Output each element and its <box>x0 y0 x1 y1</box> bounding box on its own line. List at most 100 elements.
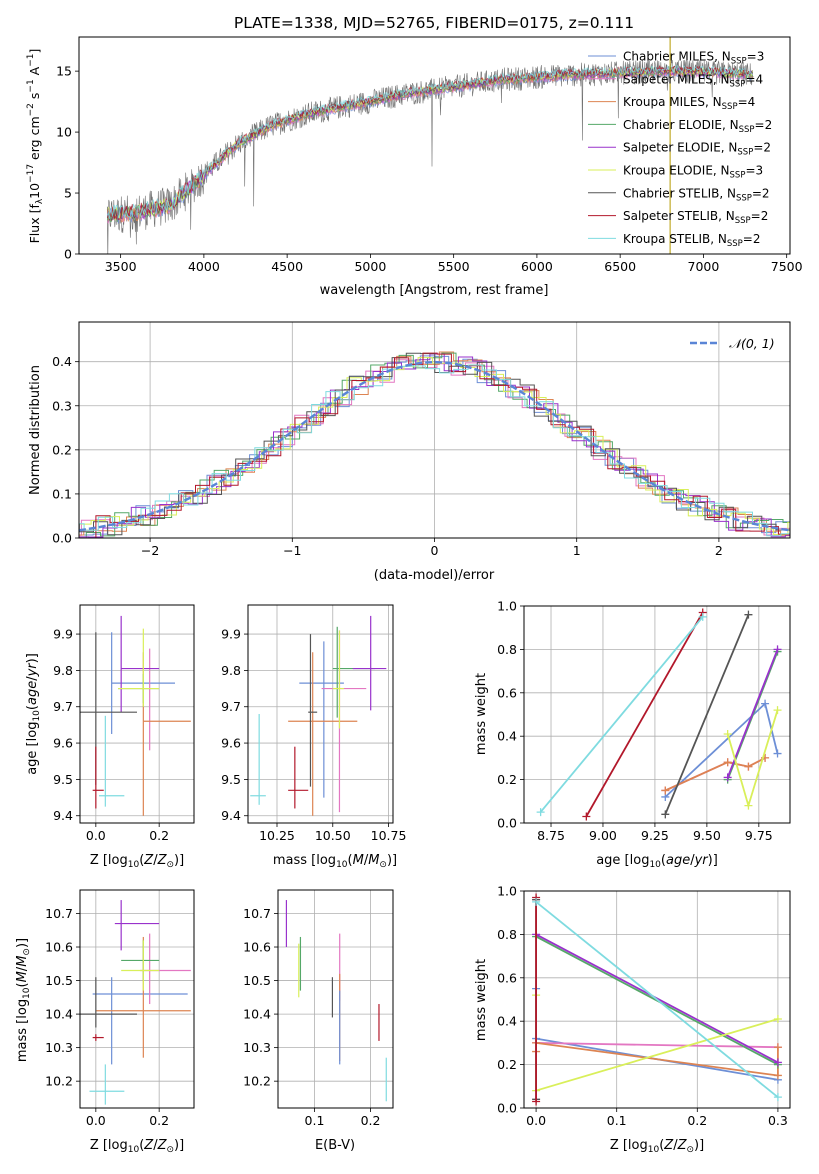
weight-z-xlabel: Z [log10(Z/Z⊙)] <box>610 1138 704 1155</box>
errorbar-group <box>80 615 191 816</box>
mass-weight-line <box>664 614 750 815</box>
y-tick-label: 0 <box>64 247 72 262</box>
x-tick-label: 9.50 <box>693 828 721 843</box>
residual-xlabel: (data-model)/error <box>374 568 495 583</box>
weight-z-frame <box>523 890 791 1109</box>
residual-plot-area <box>79 351 790 538</box>
residual-histograms <box>79 351 790 538</box>
y-tick-label: 10.3 <box>45 1040 73 1055</box>
y-tick-label: 10.3 <box>243 1040 271 1055</box>
y-tick-label: 10.6 <box>45 940 73 955</box>
mass-weight-line <box>585 612 704 817</box>
weight-age-x-ticks: 8.75 9.00 9.25 9.50 9.75 <box>537 823 773 843</box>
y-tick-label: 1.0 <box>497 884 517 899</box>
x-tick-label: 8.75 <box>537 828 565 843</box>
y-tick-label: 0.4 <box>52 354 72 369</box>
x-tick-label: 9.75 <box>745 828 773 843</box>
y-tick-label: 10.4 <box>45 1007 73 1022</box>
mass-weight-line <box>726 649 779 778</box>
legend-label: Chabrier ELODIE, NSSP=2 <box>623 118 772 135</box>
x-tick-label: 4000 <box>188 259 220 274</box>
y-tick-label: 9.9 <box>53 627 73 642</box>
legend-label: Chabrier STELIB, NSSP=2 <box>623 186 770 203</box>
x-tick-label: 5000 <box>354 259 386 274</box>
mass-weight-marker <box>773 706 782 715</box>
mass-weight-marker <box>723 773 732 782</box>
mass-weight-marker <box>744 801 753 810</box>
y-tick-label: 5 <box>64 186 72 201</box>
y-tick-label: 0.0 <box>497 1101 517 1116</box>
x-tick-label: 0.0 <box>526 1113 546 1128</box>
x-tick-label: 2 <box>715 543 723 558</box>
x-tick-label: 0.2 <box>687 1113 707 1128</box>
legend-label: Chabrier MILES, NSSP=3 <box>623 50 764 67</box>
mass-weight-marker <box>761 699 770 708</box>
legend-label: Kroupa STELIB, NSSP=2 <box>623 232 761 249</box>
weight-age-grid <box>524 605 790 824</box>
mass-ebv-grid <box>278 890 393 1108</box>
age-mass-frame <box>247 604 394 824</box>
mass-weight-marker <box>773 1043 782 1052</box>
x-tick-label: 10.75 <box>371 828 407 843</box>
mass-weight-marker <box>773 749 782 758</box>
mass-ebv-frame <box>277 889 394 1109</box>
spectrum-title: PLATE=1338, MJD=52765, FIBERID=0175, z=0… <box>234 14 634 32</box>
weight-age-plot-area <box>536 608 782 821</box>
x-tick-label: 9.25 <box>641 828 669 843</box>
weight-vs-metallicity-panel: 0.0 0.1 0.2 0.3 0.0 0.2 0.4 0.6 0.8 1.0 Z [log10… <box>474 884 791 1155</box>
mass-z-ylabel: mass [log10(M/M⊙)] <box>15 938 32 1062</box>
model-spectrum-line <box>106 64 754 219</box>
mass-weight-line <box>535 901 779 1098</box>
y-tick-label: 9.8 <box>221 663 241 678</box>
age-mass-y-ticks: 9.4 9.5 9.6 9.7 9.8 9.9 <box>221 627 248 823</box>
mass-ebv-xlabel: E(B-V) <box>315 1138 355 1153</box>
x-tick-label: 7500 <box>771 259 803 274</box>
y-tick-label: 0.6 <box>497 970 517 985</box>
mass-weight-marker <box>698 612 707 621</box>
mass-ebv-plot-area <box>285 900 387 1102</box>
x-tick-label: 0.2 <box>361 1113 381 1128</box>
spectrum-frame <box>78 36 791 255</box>
mass-weight-line <box>535 1041 779 1077</box>
y-tick-label: 9.8 <box>53 663 73 678</box>
residual-x-ticks: −2 −1 0 1 2 <box>141 538 723 558</box>
mass-weight-marker <box>744 762 753 771</box>
x-tick-label: 5500 <box>438 259 470 274</box>
mass-weight-marker <box>661 810 670 819</box>
y-tick-label: 9.7 <box>221 699 241 714</box>
weight-age-frame <box>523 605 791 824</box>
y-tick-label: 9.7 <box>53 699 73 714</box>
spectrum-y-ticks: 0 5 10 15 <box>56 64 79 262</box>
spectrum-panel: PLATE=1338, MJD=52765, FIBERID=0175, z=0… <box>26 14 803 298</box>
weight-z-y-ticks: 0.0 0.2 0.4 0.6 0.8 1.0 <box>497 884 524 1116</box>
spectrum-x-ticks: 3500 4000 4500 5000 5500 6000 6500 7000 7500 <box>105 254 803 274</box>
age-mass-x-ticks: 10.25 10.50 10.75 <box>259 823 406 843</box>
residual-ylabel: Normed distribution <box>28 365 43 495</box>
mass-weight-line <box>535 988 779 1081</box>
y-tick-label: 9.5 <box>53 772 73 787</box>
x-tick-label: 0.1 <box>607 1113 627 1128</box>
residual-legend: 𝒩(0, 1) <box>690 336 775 351</box>
y-tick-label: 10.5 <box>243 973 271 988</box>
y-tick-label: 1.0 <box>497 599 517 614</box>
y-tick-label: 0.6 <box>497 685 517 700</box>
mass-weight-marker <box>773 1015 782 1024</box>
legend-label: Salpeter MILES, NSSP=4 <box>623 72 763 89</box>
residual-y-ticks: 0.0 0.1 0.2 0.3 0.4 <box>52 354 79 546</box>
mass-ebv-y-ticks: 10.2 10.3 10.4 10.5 10.6 10.7 <box>243 906 278 1089</box>
mass-weight-marker <box>536 808 545 817</box>
weight-age-xlabel: age [log10(age/yr)] <box>596 853 718 870</box>
y-tick-label: 9.4 <box>221 808 241 823</box>
x-tick-label: 4500 <box>271 259 303 274</box>
age-z-y-ticks: 9.4 9.5 9.6 9.7 9.8 9.9 <box>53 627 80 823</box>
mass-weight-line <box>539 616 704 813</box>
mass-z-y-ticks: 10.2 10.3 10.4 10.5 10.6 10.7 <box>45 906 80 1089</box>
mass-weight-marker <box>532 1097 541 1106</box>
y-tick-label: 0.8 <box>497 642 517 657</box>
y-tick-label: 0.0 <box>497 816 517 831</box>
age-z-ylabel: age [log10(age/yr)] <box>25 653 42 775</box>
errorbar-group <box>285 900 387 1102</box>
age-z-xlabel: Z [log10(Z/Z⊙)] <box>90 853 184 870</box>
mass-weight-marker <box>532 897 541 906</box>
